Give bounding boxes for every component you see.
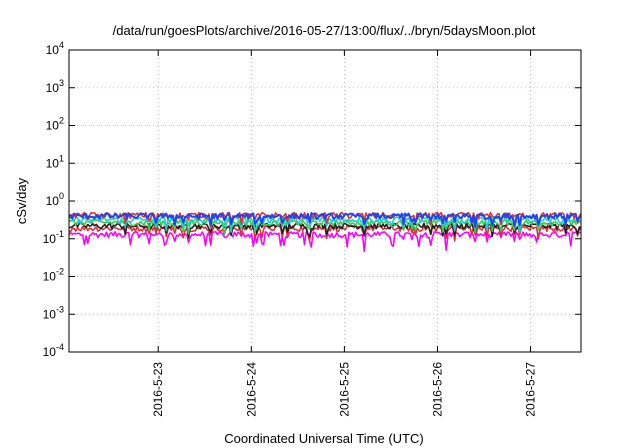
y-axis-label: cSv/day <box>14 177 29 224</box>
chart-title: /data/run/goesPlots/archive/2016-05-27/1… <box>113 23 536 38</box>
y-tick-label: 103 <box>46 78 64 95</box>
y-tick-label: 10-4 <box>43 342 64 359</box>
x-tick-label: 2016-5-23 <box>151 362 165 417</box>
y-tick-label: 102 <box>46 116 64 133</box>
y-tick-label: 10-2 <box>43 267 64 284</box>
x-tick-label: 2016-5-24 <box>244 362 258 417</box>
series-line <box>68 231 582 253</box>
data-series <box>68 211 582 253</box>
grid-lines <box>69 50 581 352</box>
x-tick-label: 2016-5-27 <box>524 362 538 417</box>
y-tick-label: 101 <box>46 153 64 170</box>
y-tick-label: 100 <box>46 191 64 208</box>
y-axis-ticks: 10-4 10-3 10-2 10-1 100 101 102 103 104 <box>43 40 581 359</box>
x-axis-ticks: 2016-5-23 2016-5-24 2016-5-25 2016-5-26 2016… <box>151 50 538 417</box>
x-tick-label: 2016-5-26 <box>430 362 444 417</box>
y-tick-label: 10-1 <box>43 229 64 246</box>
series-line <box>68 212 582 228</box>
x-axis-label: Coordinated Universal Time (UTC) <box>224 431 423 446</box>
x-tick-label: 2016-5-25 <box>337 362 351 417</box>
y-tick-label: 104 <box>46 40 64 57</box>
y-tick-label: 10-3 <box>43 304 64 321</box>
